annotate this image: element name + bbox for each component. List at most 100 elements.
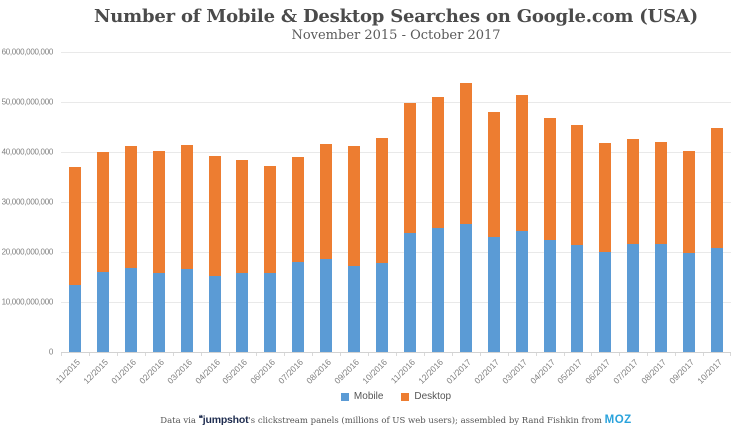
- bar-07-2016: [292, 156, 305, 352]
- bar-11-2015-mobile-segment: [68, 284, 81, 352]
- bar-12-2015: [96, 152, 109, 352]
- x-tick-mark: [229, 353, 230, 356]
- jumpshot-logo: ❝jumpshot: [199, 414, 249, 426]
- bar-04-2016: [208, 156, 221, 352]
- chart-title: Number of Mobile & Desktop Searches on G…: [93, 6, 698, 27]
- x-tick-mark: [703, 353, 704, 356]
- footer-credit-prefix: Data via: [160, 416, 199, 426]
- x-tick-mark: [312, 353, 313, 356]
- bar-04-2017: [543, 118, 556, 352]
- gridline: [61, 201, 731, 203]
- chart-legend: Mobile Desktop: [61, 391, 731, 402]
- bar-09-2017-desktop-segment: [683, 151, 696, 253]
- bar-10-2016-mobile-segment: [376, 263, 389, 352]
- bar-11-2016-desktop-segment: [403, 103, 416, 233]
- x-tick-mark: [452, 353, 453, 356]
- bar-12-2015-mobile-segment: [96, 272, 109, 352]
- legend-label: Mobile: [353, 391, 384, 402]
- bar-09-2016-mobile-segment: [348, 265, 361, 352]
- x-tick-mark: [284, 353, 285, 356]
- x-tick-mark: [145, 353, 146, 356]
- x-tick-mark: [201, 353, 202, 356]
- bar-06-2017-desktop-segment: [599, 143, 612, 252]
- bar-09-2016-desktop-segment: [348, 145, 361, 266]
- gridline: [61, 151, 731, 153]
- bar-07-2016-mobile-segment: [292, 262, 305, 352]
- bar-04-2016-mobile-segment: [208, 276, 221, 352]
- bar-05-2016-mobile-segment: [236, 273, 249, 352]
- chart-footer: Data via ❝jumpshot's clickstream panels …: [61, 414, 731, 426]
- bar-06-2016: [264, 166, 277, 352]
- x-tick-mark: [117, 353, 118, 356]
- y-tick-label: 50,000,000,000: [1, 97, 54, 107]
- bar-02-2017-desktop-segment: [487, 112, 500, 237]
- bar-03-2017: [515, 95, 528, 352]
- x-axis: 11/2015 12/2015 01/2016 02/2016 03/2016 04/20…: [54, 352, 731, 386]
- bar-03-2016-desktop-segment: [180, 144, 193, 269]
- y-tick-label: 30,000,000,000: [1, 197, 54, 207]
- x-tick-mark: [396, 353, 397, 356]
- bar-09-2016: [348, 145, 361, 352]
- gridline: [61, 101, 731, 103]
- x-tick-mark: [730, 353, 731, 356]
- bar-07-2017-mobile-segment: [627, 244, 640, 352]
- chart-subtitle: November 2015 - October 2017: [291, 28, 501, 43]
- bar-09-2017: [683, 151, 696, 352]
- bar-02-2016-mobile-segment: [152, 273, 165, 352]
- gridline: [61, 301, 731, 303]
- x-tick-mark: [619, 353, 620, 356]
- x-tick-mark: [675, 353, 676, 356]
- x-tick-mark: [591, 353, 592, 356]
- bar-12-2016: [431, 97, 444, 352]
- y-tick-label: 10,000,000,000: [1, 297, 54, 307]
- jumpshot-logo-text: jumpshot: [202, 414, 249, 426]
- bar-02-2017-mobile-segment: [487, 237, 500, 352]
- x-tick-mark: [480, 353, 481, 356]
- x-tick-mark: [564, 353, 565, 356]
- bar-10-2016-desktop-segment: [376, 138, 389, 263]
- bar-05-2017: [571, 124, 584, 352]
- legend-label: Desktop: [414, 391, 452, 402]
- x-tick-mark: [61, 353, 62, 356]
- bar-11-2015-desktop-segment: [68, 167, 81, 285]
- y-tick-label: 60,000,000,000: [1, 47, 54, 57]
- legend-swatch-icon: [340, 392, 349, 401]
- gridline: [61, 51, 731, 53]
- bar-05-2016-desktop-segment: [236, 160, 249, 273]
- bar-06-2016-desktop-segment: [264, 166, 277, 273]
- x-tick-mark: [536, 353, 537, 356]
- bar-03-2016-mobile-segment: [180, 269, 193, 352]
- x-axis-line: [61, 352, 731, 353]
- y-axis: 0 10,000,000,000 20,000,000,000 30,000,000,…: [0, 48, 56, 357]
- bar-03-2016: [180, 144, 193, 352]
- bar-11-2016: [403, 103, 416, 352]
- bar-04-2016-desktop-segment: [208, 156, 221, 276]
- y-tick-label: 20,000,000,000: [1, 247, 54, 257]
- bar-05-2017-desktop-segment: [571, 124, 584, 245]
- x-tick-mark: [89, 353, 90, 356]
- bar-05-2016: [236, 160, 249, 352]
- bar-03-2017-desktop-segment: [515, 95, 528, 231]
- bar-11-2016-mobile-segment: [403, 233, 416, 352]
- chart-header: Number of Mobile & Desktop Searches on G…: [61, 6, 731, 44]
- moz-logo: MOZ: [604, 414, 632, 426]
- bar-01-2017: [459, 83, 472, 352]
- bar-05-2017-mobile-segment: [571, 245, 584, 352]
- gridline: [61, 251, 731, 253]
- bar-10-2016: [376, 138, 389, 352]
- legend-item-desktop: Desktop: [401, 391, 451, 402]
- x-tick-mark: [368, 353, 369, 356]
- bar-06-2017-mobile-segment: [599, 252, 612, 352]
- bar-08-2016-mobile-segment: [320, 259, 333, 352]
- bar-02-2016: [152, 151, 165, 352]
- y-tick-label: 40,000,000,000: [1, 147, 54, 157]
- bar-11-2015: [68, 167, 81, 352]
- bar-08-2016-desktop-segment: [320, 144, 333, 259]
- x-tick-mark: [256, 353, 257, 356]
- bar-02-2016-desktop-segment: [152, 151, 165, 273]
- x-tick-mark: [340, 353, 341, 356]
- legend-swatch-icon: [401, 392, 410, 401]
- bar-10-2017: [711, 128, 724, 352]
- x-tick-mark: [173, 353, 174, 356]
- bar-09-2017-mobile-segment: [683, 253, 696, 352]
